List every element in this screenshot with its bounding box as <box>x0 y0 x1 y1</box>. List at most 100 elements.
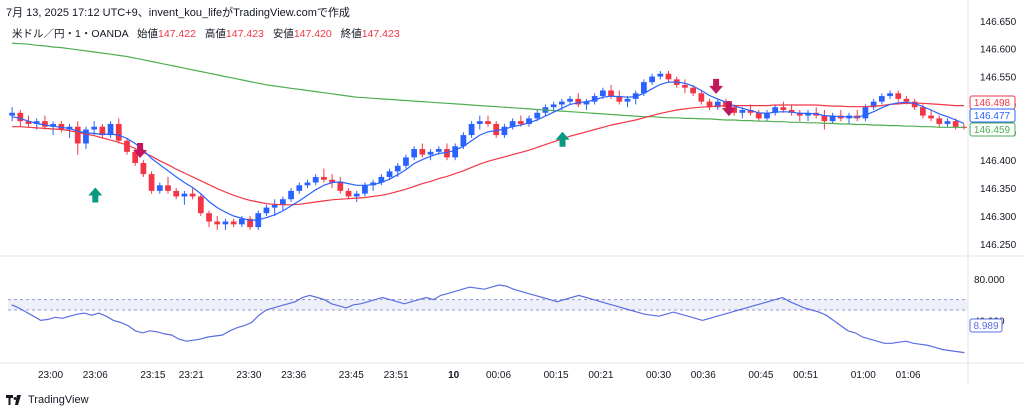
candle-body <box>698 93 705 102</box>
candle-body <box>50 123 56 127</box>
candle-body <box>329 179 335 183</box>
rsi-value-tag <box>969 318 1003 333</box>
candle-body <box>444 149 450 158</box>
candle-body <box>608 90 614 97</box>
candle-body <box>403 157 409 166</box>
candle-body <box>468 123 475 136</box>
price-axis-tick: 146.300 <box>980 212 1017 223</box>
high-value: 147.423 <box>225 28 264 40</box>
high-label: 高値 <box>204 28 226 40</box>
candle-body <box>928 115 934 119</box>
candle-body <box>17 112 24 122</box>
candle-body <box>42 121 48 127</box>
candle-body <box>493 123 500 136</box>
candle-body <box>903 98 910 102</box>
candle-body <box>247 218 253 228</box>
candle-body <box>600 90 606 97</box>
candle-body <box>739 110 746 113</box>
time-axis-tick: 23:36 <box>281 370 306 381</box>
ma-fast-line <box>11 81 965 222</box>
candle-body <box>33 121 40 124</box>
candle-body <box>124 140 130 152</box>
candle-body <box>91 126 98 130</box>
candle-body <box>263 207 270 214</box>
candle-body <box>821 115 828 122</box>
price-tag <box>969 122 1016 137</box>
candle-body <box>452 146 459 158</box>
candle-body <box>944 121 951 124</box>
candle-body <box>394 165 401 172</box>
time-axis-tick: 00:30 <box>646 370 671 381</box>
price-axis-tick: 146.350 <box>980 184 1017 195</box>
candle-body <box>911 101 918 108</box>
candle-body <box>460 135 467 147</box>
price-tag-label: 146.498 <box>974 98 1011 109</box>
candle-body <box>878 96 885 102</box>
candle-body <box>9 112 15 116</box>
candle-body <box>230 221 237 225</box>
candle-body <box>583 101 590 105</box>
close-value: 147.423 <box>361 28 400 40</box>
candle-body <box>534 112 541 119</box>
candle-body <box>173 190 180 197</box>
time-axis-tick: 23:30 <box>236 370 261 381</box>
candle-body <box>796 112 803 116</box>
candle-body <box>312 176 319 183</box>
candle-body <box>132 151 139 163</box>
candle-body <box>764 112 770 119</box>
candle-body <box>476 121 483 124</box>
candle-body <box>706 101 713 108</box>
axes: 146.650146.600146.550146.500146.450146.4… <box>38 17 1017 381</box>
sell-arrow-icon <box>721 101 736 117</box>
candle-body <box>378 176 385 183</box>
rsi-value-label: 8.989 <box>973 321 998 332</box>
time-axis-tick: 01:06 <box>896 370 921 381</box>
buy-arrow-icon <box>88 187 103 203</box>
candle-body <box>665 73 672 80</box>
candle-body <box>370 182 376 186</box>
candle-body <box>156 185 163 191</box>
candle-body <box>558 101 565 105</box>
candle-body <box>419 149 426 155</box>
sell-arrow-icon <box>133 142 148 158</box>
candle-body <box>74 126 81 144</box>
candle-body <box>321 176 327 180</box>
rsi-line <box>11 284 965 354</box>
time-axis-tick: 23:51 <box>384 370 409 381</box>
price-axis-tick: 146.550 <box>980 73 1017 84</box>
candle-body <box>288 190 294 200</box>
candle-body <box>682 84 688 88</box>
candle-body <box>206 213 212 222</box>
footer-brand: TradingView <box>28 394 89 406</box>
candle-body <box>591 96 598 102</box>
candles <box>9 70 967 230</box>
price-tag-label: 146.459 <box>974 125 1011 136</box>
candle-body <box>616 96 623 102</box>
time-axis-tick: 00:21 <box>588 370 613 381</box>
time-axis-tick: 00:45 <box>748 370 773 381</box>
buy-arrow-icon <box>555 131 570 147</box>
candle-body <box>427 151 434 155</box>
candle-body <box>238 218 245 225</box>
close-label: 終値 <box>340 28 362 40</box>
candle-body <box>526 118 532 124</box>
candle-body <box>641 82 647 94</box>
price-axis-tick: 146.650 <box>980 17 1017 28</box>
candle-body <box>755 112 762 119</box>
candle-body <box>386 171 393 177</box>
grid <box>0 0 1024 385</box>
time-axis-tick: 01:00 <box>851 370 876 381</box>
time-axis-tick: 23:21 <box>179 370 204 381</box>
candle-body <box>411 149 418 158</box>
candle-body <box>567 98 573 102</box>
open-value: 147.422 <box>158 28 196 40</box>
candle-body <box>165 185 171 191</box>
time-axis-tick: 23:00 <box>38 370 63 381</box>
candle-body <box>337 182 344 191</box>
price-axis-tick: 146.400 <box>980 156 1017 167</box>
candle-body <box>304 182 311 186</box>
candle-body <box>649 76 655 83</box>
ma-slow-line <box>12 42 964 128</box>
candle-body <box>895 93 902 99</box>
